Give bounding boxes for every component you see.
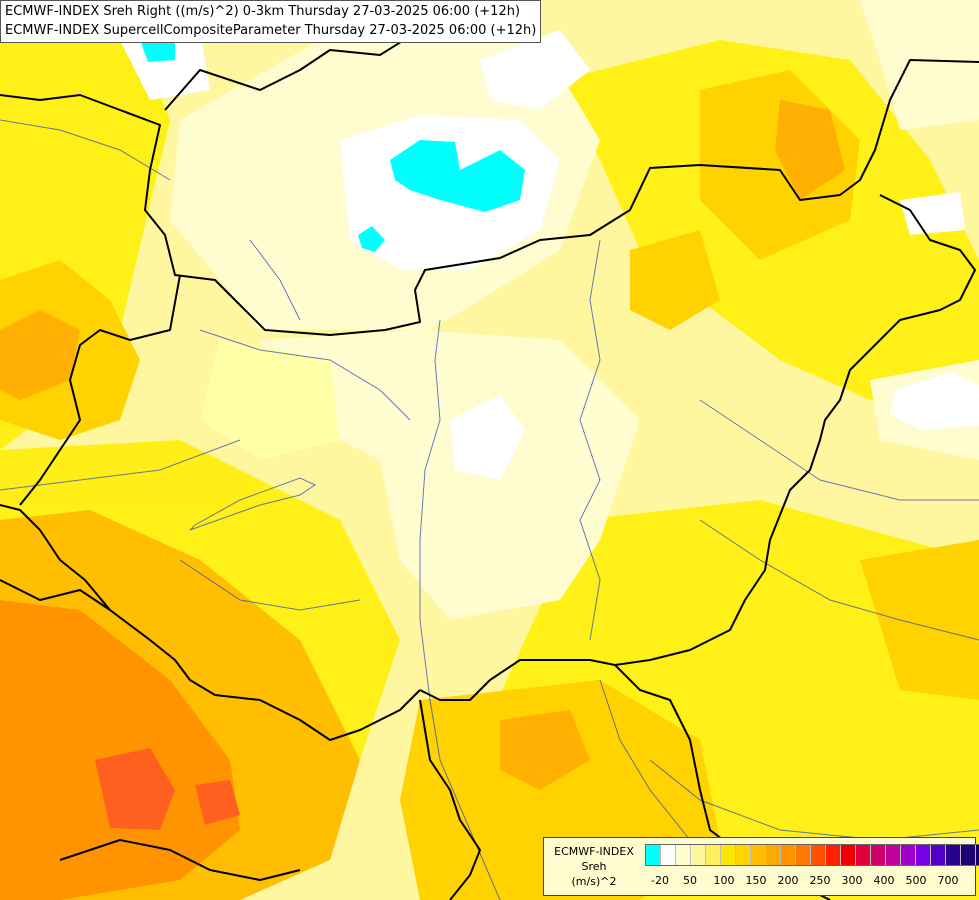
legend-swatch	[886, 845, 901, 865]
legend-unit: (m/s)^2	[571, 875, 617, 888]
legend-tick-label: 400	[873, 874, 895, 887]
legend-swatch	[646, 845, 661, 865]
color-legend: ECMWF-INDEX Sreh (m/s)^2 -20 50 100 150 200 2…	[543, 837, 979, 896]
legend-tick-label: 700	[937, 874, 959, 887]
border-west	[0, 59, 979, 336]
legend-tick-label: 50	[683, 874, 697, 887]
legend-swatch	[961, 845, 976, 865]
border-bottom	[59, 839, 301, 881]
legend-swatch	[796, 845, 811, 865]
legend-labels: ECMWF-INDEX Sreh (m/s)^2	[548, 844, 640, 889]
legend-swatch	[826, 845, 841, 865]
rivers	[0, 119, 979, 900]
legend-swatch	[856, 845, 871, 865]
legend-swatch	[841, 845, 856, 865]
legend-swatch	[721, 845, 736, 865]
legend-swatch	[676, 845, 691, 865]
border-south	[0, 504, 421, 741]
legend-swatch	[781, 845, 796, 865]
border-croatia	[419, 699, 481, 900]
legend-swatch	[946, 845, 961, 865]
legend-tick-label: 150	[745, 874, 767, 887]
legend-tick-label: 200	[777, 874, 799, 887]
border-slovenia	[0, 579, 111, 611]
legend-swatch	[901, 845, 916, 865]
legend-swatch	[736, 845, 751, 865]
legend-tick-label: 300	[841, 874, 863, 887]
field-cyan	[140, 38, 525, 252]
title-line-2: ECMWF-INDEX SupercellCompositeParameter …	[5, 23, 537, 38]
legend-swatch	[751, 845, 766, 865]
legend-tick-label: 100	[713, 874, 735, 887]
legend-swatch	[766, 845, 781, 865]
border-east	[419, 194, 976, 701]
border-austria	[19, 274, 181, 506]
map-title-box: ECMWF-INDEX Sreh Right ((m/s)^2) 0-3km T…	[0, 0, 542, 43]
legend-variable: Sreh	[581, 860, 607, 873]
legend-color-scale	[645, 844, 979, 866]
legend-tick-label: -20	[651, 874, 669, 887]
legend-swatch	[976, 845, 979, 865]
legend-swatch	[916, 845, 931, 865]
legend-title: ECMWF-INDEX	[554, 845, 634, 858]
legend-swatch	[811, 845, 826, 865]
legend-swatch	[691, 845, 706, 865]
legend-swatch	[661, 845, 676, 865]
title-line-1: ECMWF-INDEX Sreh Right ((m/s)^2) 0-3km T…	[5, 4, 521, 19]
legend-swatch	[706, 845, 721, 865]
legend-tick-label: 500	[905, 874, 927, 887]
legend-swatch	[931, 845, 946, 865]
legend-swatch	[871, 845, 886, 865]
legend-ticks: -20 50 100 150 200 250 300 400 500 700	[645, 874, 975, 890]
legend-tick-label: 250	[809, 874, 831, 887]
field-orange	[0, 70, 979, 900]
